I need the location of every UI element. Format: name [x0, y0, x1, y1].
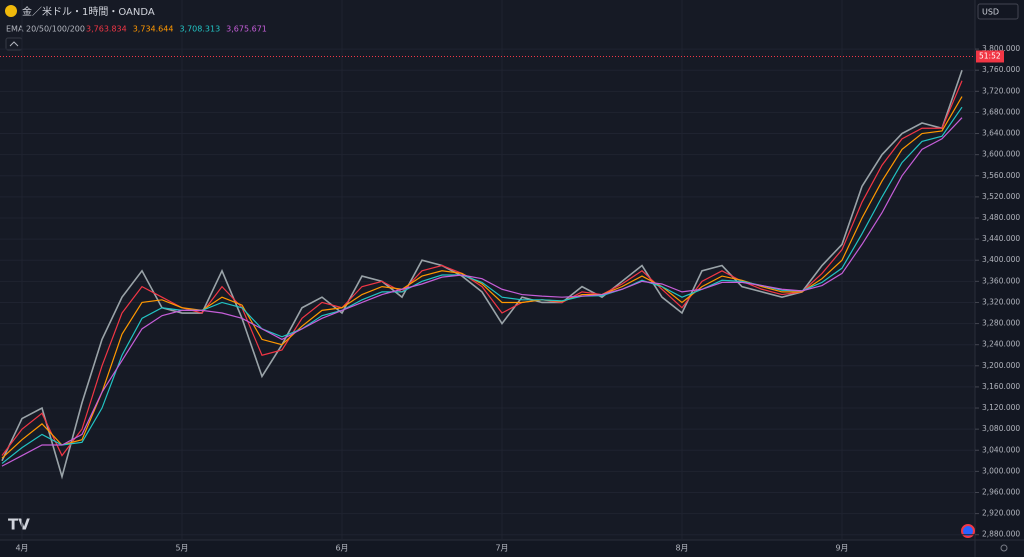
y-tick-label: 3,600.000 [982, 150, 1020, 159]
currency[interactable]: USD [982, 8, 999, 17]
x-tick-label: 7月 [495, 544, 508, 553]
y-tick-label: 3,720.000 [982, 86, 1020, 95]
y-tick-label: 3,640.000 [982, 129, 1020, 138]
collapse-icon [9, 41, 19, 47]
y-tick-label: 3,520.000 [982, 192, 1020, 201]
indicator-name[interactable]: EMA 20/50/100/200 [6, 25, 85, 34]
y-tick-label: 3,240.000 [982, 340, 1020, 349]
legend-value: 3,763.834 [86, 25, 127, 34]
x-tick-label: 4月 [15, 544, 28, 553]
countdown: 51:52 [979, 51, 1001, 60]
y-tick-label: 3,000.000 [982, 466, 1020, 475]
y-tick-label: 3,040.000 [982, 445, 1020, 454]
y-tick-label: 3,080.000 [982, 424, 1020, 433]
plot-background [0, 0, 975, 540]
y-tick-label: 3,200.000 [982, 361, 1020, 370]
x-tick-label: 9月 [835, 544, 848, 553]
settings-icon[interactable] [1000, 544, 1008, 552]
y-tick-label: 3,280.000 [982, 319, 1020, 328]
x-tick-label: 6月 [335, 544, 348, 553]
symbol-icon [5, 5, 17, 17]
y-tick-label: 3,320.000 [982, 297, 1020, 306]
y-tick-label: 3,120.000 [982, 403, 1020, 412]
legend-value: 3,675.671 [226, 25, 267, 34]
y-tick-label: 3,360.000 [982, 276, 1020, 285]
legend-value: 3,708.313 [179, 25, 220, 34]
y-tick-label: 2,920.000 [982, 509, 1020, 518]
y-tick-label: 3,160.000 [982, 382, 1020, 391]
y-tick-label: 2,960.000 [982, 487, 1020, 496]
currency-box[interactable] [977, 3, 1019, 20]
countdown-box [976, 50, 1004, 63]
x-tick-label: 8月 [675, 544, 688, 553]
symbol-title[interactable]: 金／米ドル・1時間・OANDA [22, 5, 155, 18]
logo[interactable]: TV [8, 516, 30, 534]
y-tick-label: 2,880.000 [982, 530, 1020, 539]
y-tick-label: 3,680.000 [982, 107, 1020, 116]
y-tick-label: 3,760.000 [982, 65, 1020, 74]
y-tick-label: 3,440.000 [982, 234, 1020, 243]
ema-line [1, 96, 963, 459]
y-tick-label: 3,800.000 [982, 44, 1020, 53]
y-tick-label: 3,480.000 [982, 213, 1020, 222]
y-tick-label: 3,400.000 [982, 255, 1020, 264]
y-tick-label: 3,560.000 [982, 171, 1020, 180]
legend-value: 3,734.644 [133, 25, 174, 34]
ema-line [1, 117, 963, 467]
x-tick-label: 5月 [175, 544, 188, 553]
event-icon[interactable] [961, 524, 975, 538]
